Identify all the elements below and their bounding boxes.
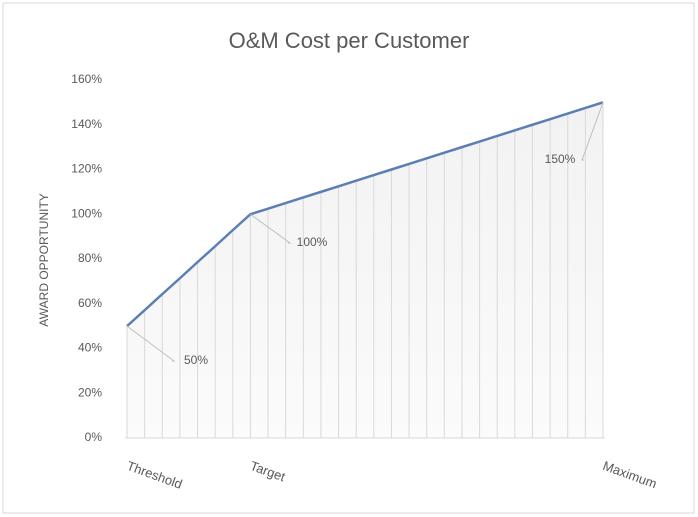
chart-title: O&M Cost per Customer: [229, 28, 470, 53]
leader-line: [126, 325, 176, 362]
y-tick-label: 100%: [71, 206, 102, 220]
y-tick-label: 40%: [78, 341, 102, 355]
data-label: 150%: [545, 152, 576, 166]
y-tick-label: 20%: [78, 385, 102, 399]
data-label: 50%: [184, 353, 208, 367]
y-tick-label: 60%: [78, 296, 102, 310]
area-fill: [127, 102, 603, 438]
y-tick-label: 120%: [71, 162, 102, 176]
y-tick-label: 140%: [71, 117, 102, 131]
data-label: 100%: [297, 235, 328, 249]
leader-line: [250, 213, 292, 244]
y-tick-label: 160%: [71, 72, 102, 86]
y-axis-label: AWARD OPPORTUNITY: [37, 193, 51, 327]
y-tick-label: 80%: [78, 251, 102, 265]
leader-line: [581, 102, 604, 161]
y-tick-label: 0%: [85, 430, 103, 444]
series-line: [126, 101, 604, 328]
